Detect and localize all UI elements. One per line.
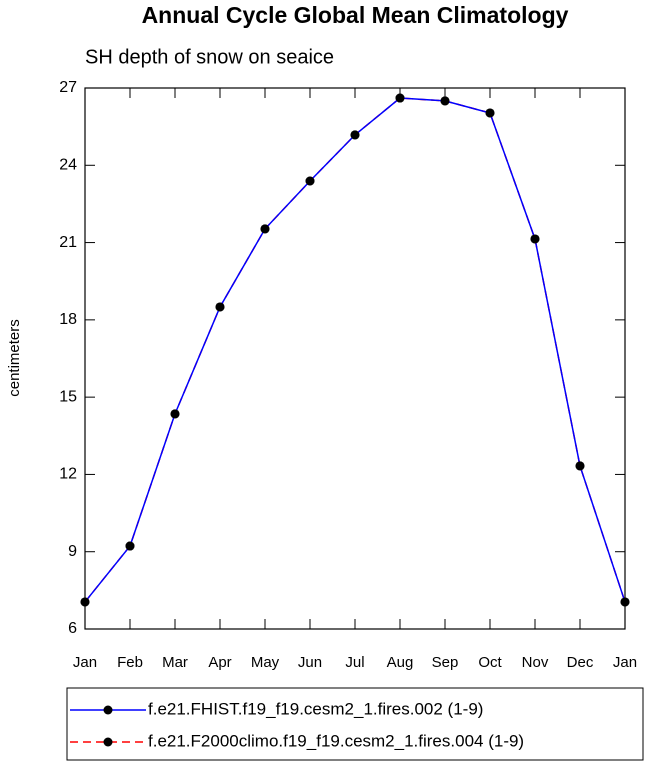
x-tick-label: Nov bbox=[522, 654, 549, 671]
series-line bbox=[84, 97, 626, 603]
y-tick-label: 18 bbox=[59, 311, 77, 328]
legend-marker bbox=[103, 737, 113, 747]
data-point bbox=[80, 597, 90, 607]
x-tick-label: Aug bbox=[387, 654, 414, 671]
y-tick-label: 15 bbox=[59, 388, 77, 405]
data-point bbox=[440, 96, 450, 106]
x-tick-label: Oct bbox=[478, 654, 502, 671]
data-point bbox=[170, 409, 180, 419]
legend-label: f.e21.F2000climo.f19_f19.cesm2_1.fires.0… bbox=[148, 731, 524, 750]
x-tick-label: Jul bbox=[345, 654, 364, 671]
data-point bbox=[215, 302, 225, 312]
y-tick-label: 27 bbox=[59, 79, 77, 96]
x-tick-label: Jan bbox=[73, 654, 97, 671]
data-point bbox=[575, 461, 585, 471]
x-tick-label: Jun bbox=[298, 654, 322, 671]
plot-frame bbox=[84, 87, 626, 630]
x-tick-label: Dec bbox=[567, 654, 594, 671]
y-tick-label: 21 bbox=[59, 234, 77, 251]
x-tick-label: Mar bbox=[162, 654, 188, 671]
y-tick-label: 12 bbox=[59, 466, 77, 483]
y-axis-label: centimeters bbox=[6, 319, 23, 397]
data-point bbox=[125, 541, 135, 551]
data-point bbox=[530, 234, 540, 244]
x-tick-label: Jan bbox=[613, 654, 637, 671]
x-tick-label: May bbox=[251, 654, 280, 671]
legend-label: f.e21.FHIST.f19_f19.cesm2_1.fires.002 (1… bbox=[148, 699, 483, 718]
x-tick-label: Apr bbox=[208, 654, 231, 671]
data-point bbox=[395, 93, 405, 103]
x-tick-label: Sep bbox=[432, 654, 459, 671]
legend-marker bbox=[103, 705, 113, 715]
y-tick-label: 9 bbox=[68, 543, 77, 560]
chart-subtitle: SH depth of snow on seaice bbox=[85, 46, 334, 68]
y-tick-label: 6 bbox=[68, 620, 77, 637]
legend-frame bbox=[66, 687, 644, 761]
data-point bbox=[620, 597, 630, 607]
data-point bbox=[485, 108, 495, 118]
series-line bbox=[84, 97, 626, 603]
data-point bbox=[305, 176, 315, 186]
data-point bbox=[350, 130, 360, 140]
data-point bbox=[260, 224, 270, 234]
chart-title: Annual Cycle Global Mean Climatology bbox=[142, 2, 569, 28]
y-tick-label: 24 bbox=[59, 157, 77, 174]
x-tick-label: Feb bbox=[117, 654, 143, 671]
